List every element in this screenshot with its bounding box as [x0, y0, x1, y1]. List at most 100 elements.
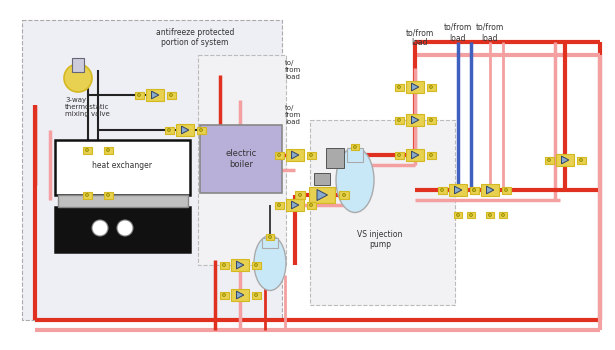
- Bar: [286, 149, 304, 161]
- Bar: [576, 156, 585, 163]
- Bar: [544, 156, 554, 163]
- Circle shape: [170, 93, 172, 97]
- Bar: [469, 187, 478, 194]
- Bar: [306, 202, 315, 209]
- Bar: [146, 89, 164, 100]
- Polygon shape: [411, 151, 419, 159]
- Circle shape: [309, 203, 312, 206]
- Bar: [326, 148, 344, 168]
- Polygon shape: [237, 261, 244, 269]
- Circle shape: [440, 189, 443, 191]
- Circle shape: [579, 159, 582, 161]
- Bar: [55, 140, 190, 195]
- Bar: [252, 292, 261, 299]
- Text: to/from: to/from: [476, 22, 504, 31]
- Bar: [197, 126, 205, 133]
- Bar: [220, 292, 229, 299]
- Circle shape: [488, 214, 491, 217]
- Circle shape: [64, 64, 92, 92]
- Circle shape: [504, 189, 507, 191]
- Polygon shape: [292, 151, 299, 159]
- Polygon shape: [237, 291, 244, 299]
- Bar: [220, 261, 229, 268]
- Bar: [467, 212, 475, 218]
- Bar: [454, 212, 462, 218]
- Text: electric
boiler: electric boiler: [225, 149, 256, 169]
- Bar: [176, 124, 194, 135]
- Bar: [274, 152, 284, 159]
- Circle shape: [85, 148, 89, 152]
- Text: antifreeze protected
portion of system: antifreeze protected portion of system: [156, 28, 234, 47]
- Bar: [274, 202, 284, 209]
- Bar: [449, 184, 467, 196]
- Bar: [394, 152, 403, 159]
- Circle shape: [92, 220, 108, 236]
- Bar: [394, 117, 403, 124]
- Text: 3-way
thermostatic
mixing valve: 3-way thermostatic mixing valve: [65, 97, 109, 117]
- Circle shape: [429, 119, 432, 121]
- Circle shape: [138, 93, 140, 97]
- Bar: [347, 148, 363, 162]
- Circle shape: [277, 203, 280, 206]
- Circle shape: [354, 146, 357, 148]
- Circle shape: [199, 128, 202, 132]
- Polygon shape: [411, 83, 419, 91]
- Bar: [339, 191, 349, 199]
- Polygon shape: [561, 156, 569, 164]
- Circle shape: [472, 189, 475, 191]
- Circle shape: [277, 154, 280, 156]
- FancyBboxPatch shape: [198, 55, 286, 265]
- Text: heat exchanger: heat exchanger: [92, 161, 152, 169]
- Bar: [286, 199, 304, 211]
- Circle shape: [298, 194, 301, 196]
- Bar: [231, 289, 249, 301]
- Circle shape: [269, 236, 271, 238]
- Circle shape: [472, 189, 475, 191]
- Bar: [82, 147, 92, 154]
- Circle shape: [106, 194, 109, 196]
- Bar: [426, 84, 435, 91]
- Circle shape: [255, 294, 258, 296]
- Bar: [486, 212, 494, 218]
- Circle shape: [85, 194, 89, 196]
- Bar: [231, 259, 249, 271]
- Polygon shape: [454, 186, 462, 194]
- Bar: [200, 125, 282, 193]
- Text: to/from: to/from: [444, 22, 472, 31]
- Bar: [426, 117, 435, 124]
- Bar: [135, 91, 143, 98]
- Bar: [252, 261, 261, 268]
- Text: to/
from
load: to/ from load: [285, 105, 301, 125]
- Bar: [295, 191, 305, 199]
- Circle shape: [397, 85, 400, 89]
- Bar: [306, 152, 315, 159]
- Bar: [406, 149, 424, 161]
- Bar: [55, 207, 190, 252]
- Bar: [309, 187, 335, 203]
- FancyBboxPatch shape: [22, 20, 282, 320]
- Polygon shape: [317, 189, 328, 201]
- Circle shape: [343, 194, 346, 196]
- Circle shape: [223, 264, 226, 266]
- Bar: [103, 147, 113, 154]
- Ellipse shape: [254, 236, 286, 290]
- Bar: [499, 212, 507, 218]
- Circle shape: [469, 214, 472, 217]
- Circle shape: [501, 214, 504, 217]
- Bar: [266, 234, 274, 240]
- Bar: [314, 173, 330, 185]
- Polygon shape: [411, 116, 419, 124]
- Polygon shape: [486, 186, 494, 194]
- Text: load: load: [450, 34, 466, 43]
- Circle shape: [397, 119, 400, 121]
- Bar: [58, 195, 188, 207]
- Bar: [481, 184, 499, 196]
- Bar: [501, 187, 510, 194]
- Bar: [262, 238, 278, 248]
- Bar: [103, 191, 113, 198]
- Bar: [167, 91, 175, 98]
- Bar: [406, 82, 424, 93]
- Bar: [556, 154, 574, 166]
- Polygon shape: [151, 91, 159, 99]
- Circle shape: [547, 159, 550, 161]
